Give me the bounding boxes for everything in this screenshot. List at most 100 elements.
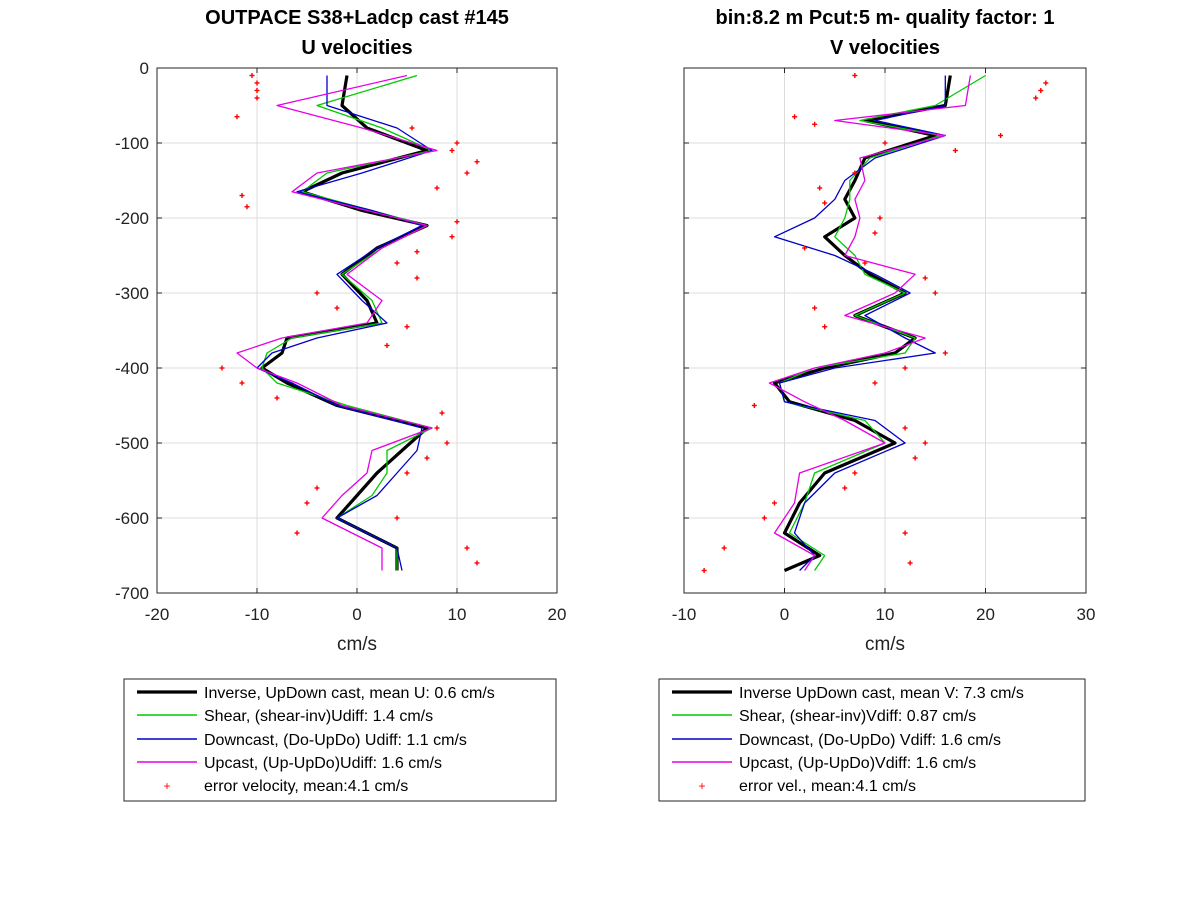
v-x-tick-label-0: -10 (672, 605, 697, 624)
u-series-downcast (256, 75, 433, 571)
v-error-point (802, 245, 808, 251)
v-ticks: -10 0 10 20 30 (672, 67, 1096, 624)
u-error-point (474, 159, 480, 165)
v-error-point (877, 215, 883, 221)
u-error-point (334, 305, 340, 311)
u-error-point (384, 343, 390, 348)
v-series-upcast (768, 75, 972, 571)
u-error-point (404, 470, 410, 476)
u-y-tick-label-0: 0 (140, 59, 149, 78)
v-error-point (771, 500, 777, 506)
v-error-point (852, 470, 858, 476)
v-error-point (942, 350, 948, 356)
v-legend-downcast: Downcast, (Do-UpDo) Vdiff: 1.6 cm/s (739, 732, 1001, 749)
u-error-point (254, 95, 260, 101)
v-legend-upcast: Upcast, (Up-UpDo)Vdiff: 1.6 cm/s (739, 755, 976, 772)
u-y-tick-label-4: -400 (115, 359, 149, 378)
v-error-point (761, 515, 767, 521)
v-error-point (882, 140, 888, 146)
v-x-axis-label: cm/s (865, 634, 905, 655)
v-error-point (852, 170, 858, 176)
u-title-line-1: OUTPACE S38+Ladcp cast #145 (205, 7, 509, 29)
u-error-point (394, 515, 400, 521)
v-error-point (872, 380, 878, 386)
v-x-tick-label-1: 0 (780, 605, 789, 624)
u-series (236, 74, 438, 571)
u-error-point (249, 73, 255, 78)
u-error-point (464, 170, 470, 176)
u-error-point (274, 395, 280, 401)
v-error-point (872, 230, 878, 236)
v-error-point (998, 133, 1004, 138)
u-error-point (449, 234, 455, 240)
u-x-tick-label-4: 20 (548, 605, 567, 624)
v-legend-swatch-error: + (698, 779, 705, 793)
v-x-tick-label-3: 20 (976, 605, 995, 624)
v-error-point (952, 148, 958, 153)
u-y-tick-label-7: -700 (115, 584, 149, 603)
v-legend-shear: Shear, (shear-inv)Vdiff: 0.87 cm/s (739, 708, 976, 725)
v-error-point (902, 365, 908, 371)
u-error-point (414, 275, 420, 281)
u-error-point (454, 219, 460, 225)
u-error-point (254, 80, 260, 86)
u-error-point (404, 324, 410, 330)
u-x-tick-label-0: -20 (145, 605, 170, 624)
v-error-point (812, 305, 818, 311)
u-error-point (434, 185, 440, 191)
u-legend-box (123, 678, 557, 802)
u-x-tick-label-1: -10 (245, 605, 270, 624)
u-x-tick-label-3: 10 (448, 605, 467, 624)
u-error-point (234, 114, 240, 120)
v-error-point (1033, 95, 1039, 101)
u-error-point (449, 148, 455, 153)
u-error-point (424, 455, 430, 461)
v-error-point (912, 455, 918, 461)
u-y-tick-label-3: -300 (115, 284, 149, 303)
u-x-tick-label-2: 0 (352, 605, 361, 624)
u-error-point (434, 425, 440, 431)
u-error-point (239, 193, 245, 198)
u-legend-inverse: Inverse, UpDown cast, mean U: 0.6 cm/s (204, 685, 495, 702)
u-error-point (314, 485, 320, 491)
u-error-point (439, 410, 445, 416)
v-error-point (792, 114, 798, 120)
v-legend-box (658, 678, 1086, 802)
u-error-point (304, 500, 310, 506)
v-error-point (721, 545, 727, 551)
u-error-point (314, 290, 320, 296)
u-error-point (409, 125, 415, 131)
v-error-point (902, 425, 908, 431)
v-error-point (862, 260, 868, 266)
u-legend-downcast: Downcast, (Do-UpDo) Udiff: 1.1 cm/s (204, 732, 467, 749)
u-error-point (254, 88, 260, 93)
u-legend: Inverse, UpDown cast, mean U: 0.6 cm/s S… (123, 678, 557, 802)
u-legend-shear: Shear, (shear-inv)Udiff: 1.4 cm/s (204, 708, 433, 725)
v-error-point (822, 200, 828, 206)
v-x-tick-label-4: 30 (1077, 605, 1096, 624)
u-y-tick-label-5: -500 (115, 434, 149, 453)
v-title-line-2: V velocities (830, 37, 940, 59)
v-velocity-panel: bin:8.2 m Pcut:5 m- quality factor: 1 V … (658, 7, 1096, 802)
u-series-shear (261, 74, 433, 571)
u-error-point (244, 204, 250, 210)
v-error-point (1038, 88, 1044, 93)
v-error-point (842, 485, 848, 491)
v-title-line-1: bin:8.2 m Pcut:5 m- quality factor: 1 (716, 7, 1055, 29)
v-series-shear (778, 74, 986, 571)
u-y-tick-label-6: -600 (115, 509, 149, 528)
v-legend: Inverse UpDown cast, mean V: 7.3 cm/s Sh… (658, 678, 1086, 802)
u-ticks: -20 -10 0 10 200-100-200-300-400-500-600-700 (115, 59, 566, 624)
v-series-inverse (772, 75, 952, 572)
u-y-tick-label-1: -100 (115, 134, 149, 153)
v-error-point (907, 560, 913, 566)
v-legend-inverse: Inverse UpDown cast, mean V: 7.3 cm/s (739, 685, 1024, 702)
u-grid (156, 67, 558, 594)
u-legend-error: error velocity, mean:4.1 cm/s (204, 778, 408, 795)
v-error-point (852, 73, 858, 78)
v-error-point (932, 290, 938, 296)
u-error-point (239, 380, 245, 386)
v-error-point (751, 403, 757, 408)
v-error-points (701, 73, 1049, 573)
